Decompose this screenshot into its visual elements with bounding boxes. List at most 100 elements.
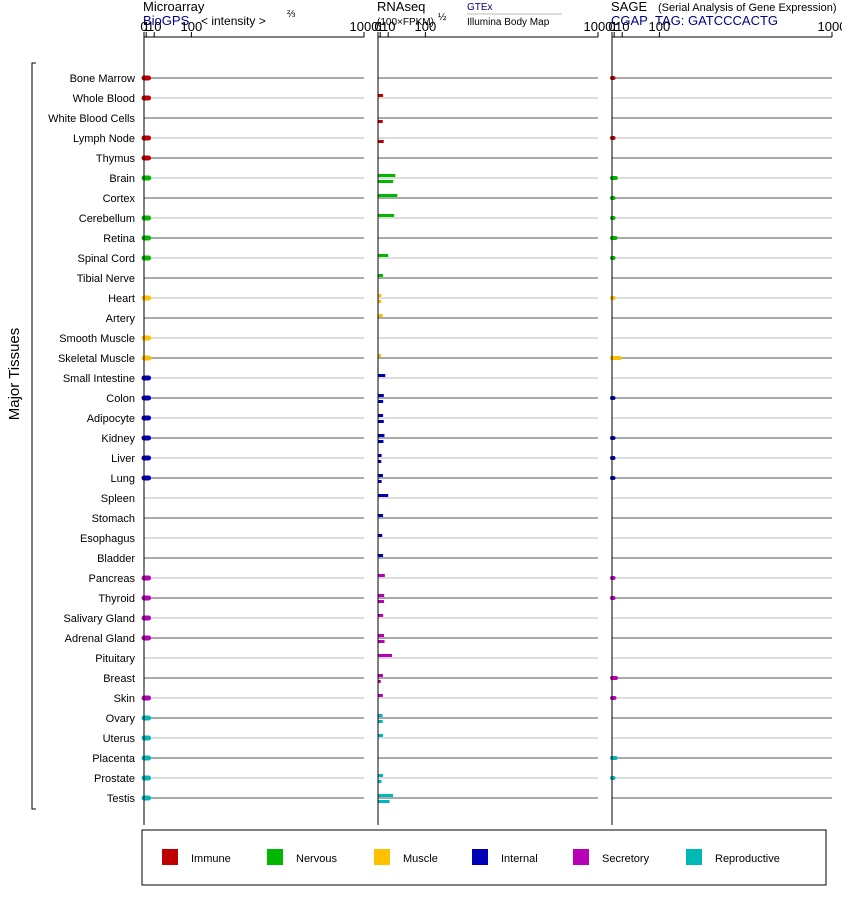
rnaseq-ibm-bar	[378, 680, 381, 683]
tissue-label: Smooth Muscle	[59, 333, 135, 345]
tissue-label: Heart	[108, 293, 135, 305]
microarray-tick-label: 1	[143, 19, 150, 34]
tissue-label: Cerebellum	[79, 213, 135, 225]
rnaseq-ibm-bar	[378, 720, 383, 723]
rnaseq-gtex-bar	[378, 514, 384, 517]
tissue-label: Artery	[106, 313, 136, 325]
tissue-label: Thyroid	[98, 593, 135, 605]
tissue-label: Cortex	[103, 193, 136, 205]
microarray-tick-label: 100	[181, 19, 203, 34]
rnaseq-gtex-bar	[378, 774, 384, 777]
legend-label: Immune	[191, 853, 231, 865]
rnaseq-gtex-bar	[378, 254, 389, 257]
rnaseq-gtex-bar	[378, 454, 382, 457]
tissue-label: Thymus	[96, 153, 136, 165]
rnaseq-ibm-bar	[378, 460, 382, 463]
rnaseq-gtex-bar	[378, 414, 384, 417]
tissue-label: Placenta	[92, 753, 136, 765]
legend-label: Secretory	[602, 853, 650, 865]
rnaseq-ibm-bar	[378, 480, 382, 483]
rnaseq-gtex-bar	[378, 654, 392, 657]
rnaseq-gtex-bar	[378, 394, 384, 397]
tissue-label: Lung	[111, 473, 135, 485]
rnaseq-gtex-bar	[378, 614, 384, 617]
rnaseq-gtex-bar	[378, 594, 385, 597]
rnaseq-ibm-bar	[378, 120, 383, 123]
tissue-label: Ovary	[106, 713, 136, 725]
legend-swatch	[162, 849, 178, 865]
rnaseq-ibm-bar	[378, 140, 384, 143]
legend-swatch	[686, 849, 702, 865]
microarray-scale-exponent: ⅔	[287, 9, 296, 20]
tissue-label: Tibial Nerve	[77, 273, 135, 285]
tissue-label: Breast	[103, 673, 135, 685]
rnaseq-gtex-bar	[378, 194, 398, 197]
microarray-tick-label: 0	[140, 19, 147, 34]
tissue-label: Spinal Cord	[78, 253, 135, 265]
microarray-tick-label: 1000	[350, 19, 379, 34]
rnaseq-gtex-bar	[378, 294, 382, 297]
microarray-scale-label: < intensity >	[201, 14, 266, 28]
y-axis-label: Major Tissues	[6, 328, 23, 421]
rnaseq-gtex-bar	[378, 714, 383, 717]
rnaseq-gtex-bar	[378, 314, 383, 317]
rnaseq-gtex-bar	[378, 94, 384, 97]
tissue-label: Uterus	[103, 733, 136, 745]
y-axis-bracket	[31, 62, 36, 810]
tissue-label: Colon	[106, 393, 135, 405]
rnaseq-ibm-bar	[378, 180, 394, 183]
tissue-label: Spleen	[101, 493, 135, 505]
rnaseq-gtex-bar	[378, 694, 383, 697]
rnaseq-unit-exponent: ½	[438, 12, 447, 23]
rnaseq-gtex-bar	[378, 554, 384, 557]
rnaseq-gtex-bar	[378, 634, 384, 637]
tissue-label: Small Intestine	[63, 373, 135, 385]
rnaseq-gtex-bar	[378, 274, 384, 277]
tissue-label: Pituitary	[95, 653, 135, 665]
tissue-label: Stomach	[92, 513, 135, 525]
rnaseq-gtex-bar	[378, 734, 384, 737]
rnaseq-ibm-bar	[378, 440, 384, 443]
legend-swatch	[374, 849, 390, 865]
tissue-label: White Blood Cells	[48, 113, 135, 125]
rnaseq-title: RNAseq	[377, 0, 425, 14]
rnaseq-gtex-bar	[378, 374, 386, 377]
tissue-label: Whole Blood	[73, 93, 135, 105]
rnaseq-ibm-bar	[378, 640, 385, 643]
rnaseq-gtex-bar	[378, 794, 394, 797]
rnaseq-gtex-bar	[378, 674, 383, 677]
tissue-label: Prostate	[94, 773, 135, 785]
rnaseq-ibm-bar	[378, 780, 382, 783]
legend-swatch	[573, 849, 589, 865]
rnaseq-gtex-bar	[378, 494, 389, 497]
sage-tick-label: 1000	[818, 19, 842, 34]
tissue-label: Adrenal Gland	[65, 633, 135, 645]
legend-swatch	[472, 849, 488, 865]
tissue-label: Bladder	[97, 553, 135, 565]
rnaseq-ibm-bar	[378, 420, 384, 423]
rnaseq-ibm-bar	[378, 400, 384, 403]
tissue-label: Retina	[103, 233, 136, 245]
sage-tick-label: 10	[615, 19, 629, 34]
sage-tick-label: 100	[649, 19, 671, 34]
tissue-label: Liver	[111, 453, 135, 465]
sage-title: SAGE	[611, 0, 647, 14]
rnaseq-tick-label: 0	[374, 19, 381, 34]
tissue-label: Esophagus	[80, 533, 136, 545]
rnaseq-ibm-bar	[378, 300, 382, 303]
sage-tick-label: 0	[608, 19, 615, 34]
tissue-label: Brain	[109, 173, 135, 185]
rnaseq-gtex-bar	[378, 214, 395, 217]
tissue-label: Salivary Gland	[63, 613, 135, 625]
tissue-label: Kidney	[101, 433, 135, 445]
rnaseq-gtex-bar	[378, 354, 382, 357]
rnaseq-tick-label: 1000	[584, 19, 613, 34]
rnaseq-tick-label: 1	[377, 19, 384, 34]
sage-tick-label: 1	[611, 19, 618, 34]
sage-source: CGAP	[611, 13, 648, 28]
rnaseq-series-ibm: Illumina Body Map	[467, 17, 550, 28]
microarray-title: Microarray	[143, 0, 205, 14]
rnaseq-unit: (100×FPKM)	[377, 17, 434, 28]
rnaseq-gtex-bar	[378, 474, 383, 477]
